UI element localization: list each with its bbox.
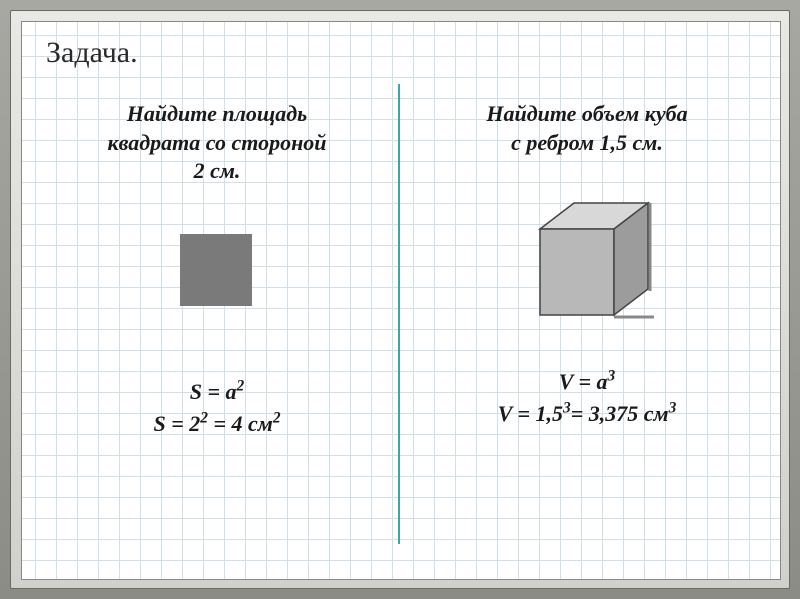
cube-icon xyxy=(518,189,678,339)
left-formula1: S = a2 xyxy=(190,379,244,404)
left-formula2: S = 22 = 4 см2 xyxy=(153,411,280,436)
vertical-divider xyxy=(398,84,400,544)
left-shape-area xyxy=(52,216,382,376)
right-formula1: V = a3 xyxy=(559,369,616,394)
square-icon xyxy=(180,234,252,306)
right-prompt-line2: с ребром 1,5 см. xyxy=(511,130,663,155)
left-prompt: Найдите площадь квадрата со стороной 2 с… xyxy=(52,100,382,186)
right-shape-area xyxy=(422,187,752,347)
page-title: Задача. xyxy=(46,36,138,70)
right-formulas: V = a3 V = 1,53= 3,375 см3 xyxy=(422,365,752,429)
right-column: Найдите объем куба с ребром 1,5 см. xyxy=(422,100,752,430)
right-prompt: Найдите объем куба с ребром 1,5 см. xyxy=(422,100,752,157)
right-formula2: V = 1,53= 3,375 см3 xyxy=(498,401,677,426)
left-formulas: S = a2 S = 22 = 4 см2 xyxy=(52,376,382,440)
frame-outer: Задача. Найдите площадь квадрата со стор… xyxy=(0,0,800,599)
left-prompt-line1: Найдите площадь xyxy=(127,101,307,126)
left-column: Найдите площадь квадрата со стороной 2 с… xyxy=(52,100,382,440)
frame-mid: Задача. Найдите площадь квадрата со стор… xyxy=(10,10,790,589)
left-prompt-line2: квадрата со стороной xyxy=(107,130,326,155)
whiteboard: Задача. Найдите площадь квадрата со стор… xyxy=(21,21,781,580)
right-prompt-line1: Найдите объем куба xyxy=(486,101,687,126)
left-prompt-line3: 2 см. xyxy=(194,158,241,183)
